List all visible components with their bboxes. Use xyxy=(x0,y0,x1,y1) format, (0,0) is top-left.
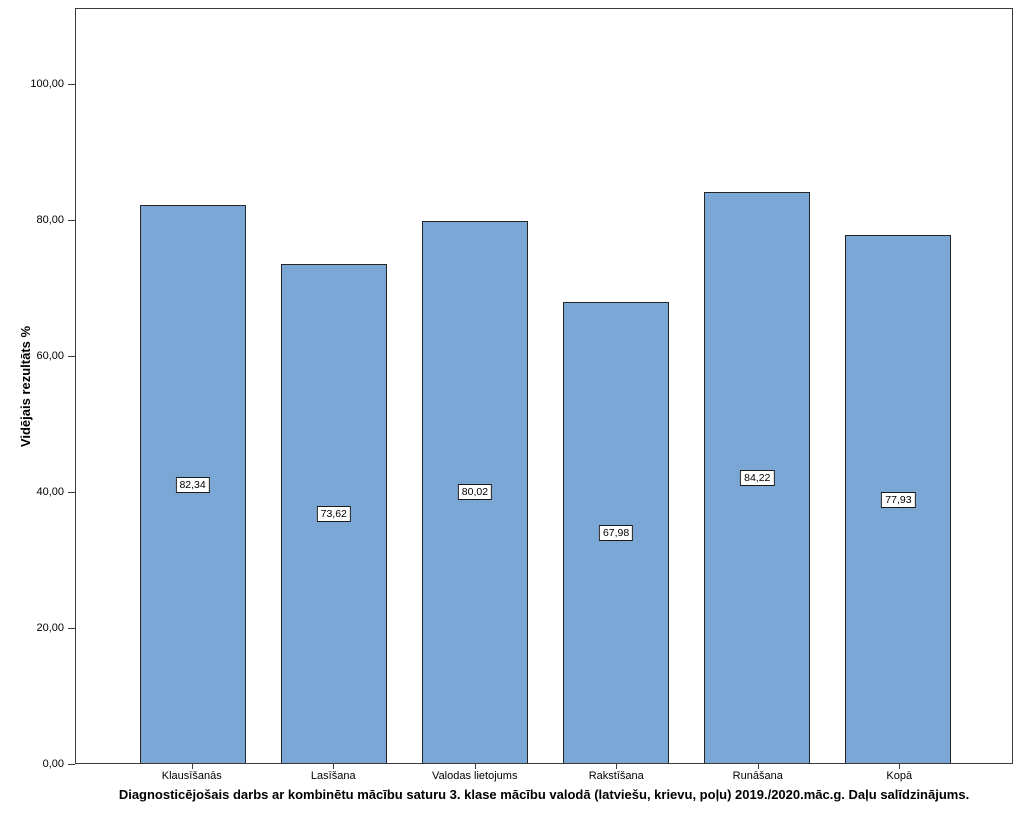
x-tick-label: Klausīšanās xyxy=(161,770,222,782)
bar: 77,93 xyxy=(845,235,952,763)
y-tick-label: 40,00 xyxy=(36,485,64,498)
bar: 84,22 xyxy=(704,192,811,763)
bar-slot: 73,62 xyxy=(263,9,404,763)
x-tick-label: Valodas lietojums xyxy=(432,770,518,782)
x-tick-mark xyxy=(757,764,759,769)
bar: 67,98 xyxy=(563,302,670,763)
bar: 80,02 xyxy=(421,220,528,763)
bar-value-label: 80,02 xyxy=(457,484,493,501)
y-tick-label: 0,00 xyxy=(42,757,64,770)
bar-slot: 84,22 xyxy=(687,9,828,763)
y-axis-tick-labels: 0,00 20,00 40,00 60,00 80,00 100,00 xyxy=(0,8,64,769)
y-tick-label: 80,00 xyxy=(36,214,64,227)
x-tick-mark xyxy=(616,764,618,769)
y-tick-mark xyxy=(68,763,75,765)
bar: 82,34 xyxy=(139,205,246,763)
x-tick-mark xyxy=(191,764,193,769)
y-tick-mark xyxy=(68,220,75,222)
y-tick-label: 60,00 xyxy=(36,349,64,362)
chart-caption: Diagnosticējošais darbs ar kombinētu māc… xyxy=(118,787,970,802)
y-tick-mark xyxy=(68,491,75,493)
bar-value-label: 77,93 xyxy=(881,491,916,508)
bar-value-label: 67,98 xyxy=(598,525,634,542)
bar-slot: 82,34 xyxy=(122,9,263,763)
y-tick-mark xyxy=(68,84,75,86)
bar-slot: 77,93 xyxy=(828,9,969,763)
x-tick-mark xyxy=(333,764,335,769)
x-tick-label: Runāšana xyxy=(732,770,783,782)
x-tick-label: Rakstīšana xyxy=(588,770,644,782)
bar-value-label: 82,34 xyxy=(175,476,210,493)
plot-area: 82,34 73,62 80,02 67,98 84,22 77,93 xyxy=(75,8,1013,764)
bar-slot: 67,98 xyxy=(546,9,687,763)
bar-value-label: 84,22 xyxy=(740,470,775,487)
y-tick-mark xyxy=(68,627,75,629)
x-tick-label: Kopā xyxy=(886,770,913,782)
x-tick-mark xyxy=(899,764,901,769)
bar-value-label: 73,62 xyxy=(316,506,351,523)
x-tick-label: Lasīšana xyxy=(310,770,356,782)
bars-container: 82,34 73,62 80,02 67,98 84,22 77,93 xyxy=(122,9,969,763)
y-axis-tick-marks xyxy=(68,8,75,765)
y-tick-label: 100,00 xyxy=(30,78,64,91)
x-axis-tick-marks xyxy=(75,764,1013,770)
x-axis-tick-labels: Klausīšanās Lasīšana Valodas lietojums Raks… xyxy=(75,770,1013,784)
y-tick-mark xyxy=(68,355,75,357)
bar-slot: 80,02 xyxy=(404,9,545,763)
x-tick-mark xyxy=(474,764,476,769)
y-tick-label: 20,00 xyxy=(36,621,64,634)
bar: 73,62 xyxy=(280,264,387,763)
